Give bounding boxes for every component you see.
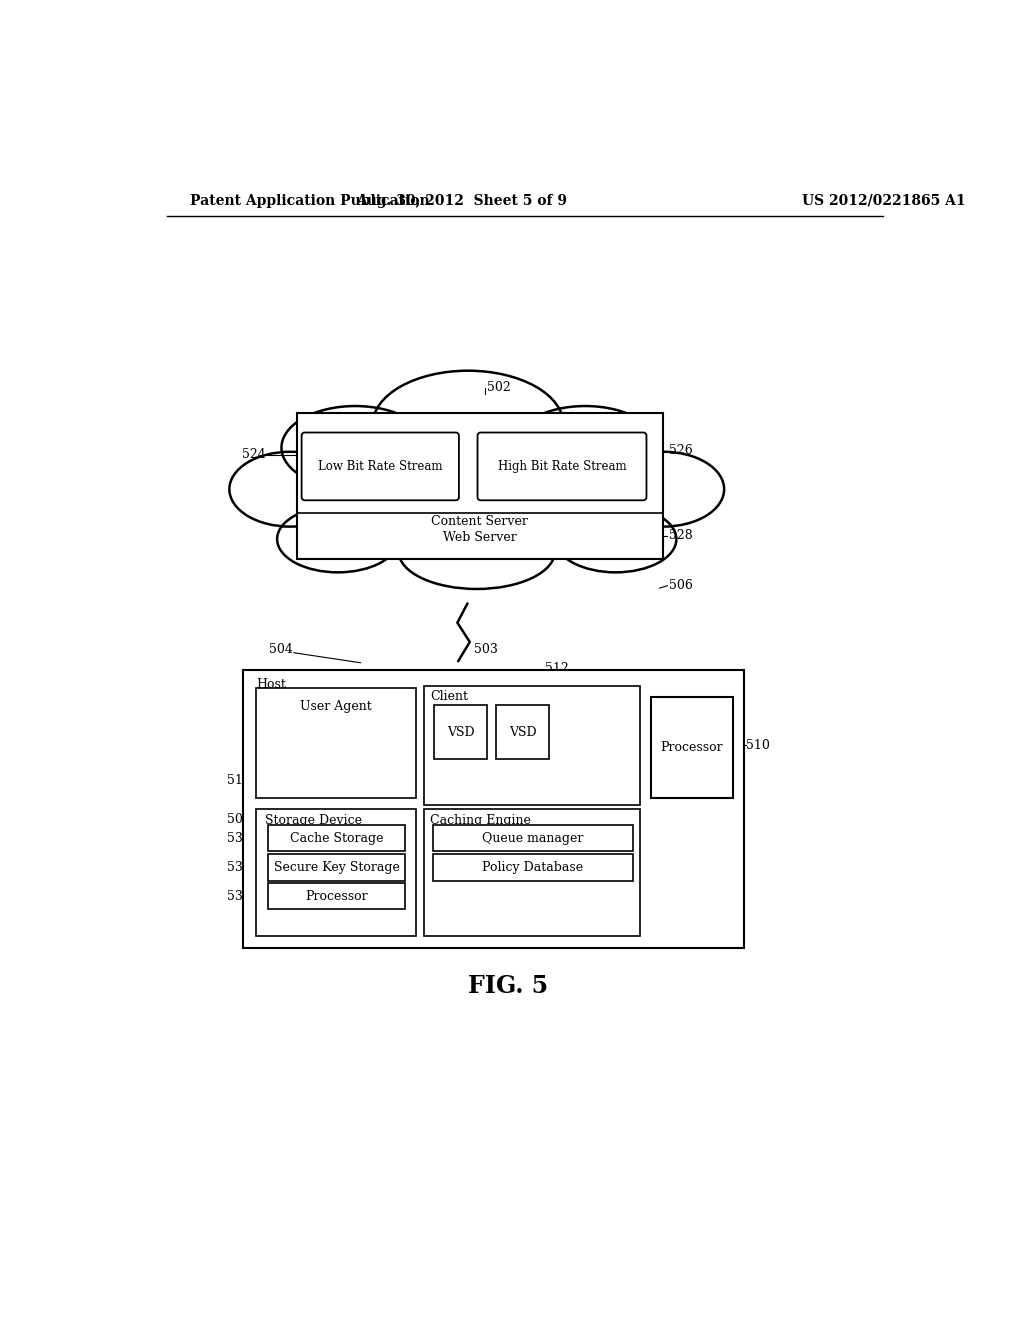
Ellipse shape <box>398 515 555 589</box>
Bar <box>651 697 732 797</box>
Bar <box>432 854 633 880</box>
Text: Queue manager: Queue manager <box>482 832 584 845</box>
FancyBboxPatch shape <box>302 433 459 500</box>
Text: 518: 518 <box>226 774 251 787</box>
Text: 526: 526 <box>669 445 692 458</box>
Text: 532: 532 <box>226 861 251 874</box>
Text: VSD: VSD <box>446 726 474 739</box>
Bar <box>267 883 406 909</box>
Text: Patent Application Publication: Patent Application Publication <box>190 194 430 207</box>
Text: User Agent: User Agent <box>300 700 372 713</box>
Text: High Bit Rate Stream: High Bit Rate Stream <box>498 459 627 473</box>
Text: 524: 524 <box>243 449 266 462</box>
Text: Low Bit Rate Stream: Low Bit Rate Stream <box>318 459 442 473</box>
Text: Content Server: Content Server <box>431 515 528 528</box>
Ellipse shape <box>602 451 724 527</box>
Text: Cache Storage: Cache Storage <box>290 832 383 845</box>
Text: 520: 520 <box>636 832 660 845</box>
Text: 510: 510 <box>746 739 770 751</box>
Bar <box>434 705 486 759</box>
Text: 530: 530 <box>226 832 251 845</box>
Text: Policy Database: Policy Database <box>482 861 583 874</box>
Ellipse shape <box>282 407 429 490</box>
FancyBboxPatch shape <box>477 433 646 500</box>
Text: 522: 522 <box>636 861 660 874</box>
Ellipse shape <box>321 440 633 548</box>
Text: 508: 508 <box>226 813 251 825</box>
Bar <box>424 686 640 805</box>
Bar <box>432 825 633 851</box>
Ellipse shape <box>229 451 351 527</box>
Bar <box>297 413 663 558</box>
Text: Secure Key Storage: Secure Key Storage <box>273 861 399 874</box>
Text: VSD: VSD <box>509 726 537 739</box>
Text: 516: 516 <box>612 813 636 825</box>
Bar <box>243 671 744 948</box>
Bar <box>256 809 417 936</box>
Ellipse shape <box>278 506 398 573</box>
Bar <box>424 809 640 936</box>
Bar <box>496 705 549 759</box>
Bar <box>267 854 406 880</box>
Ellipse shape <box>373 371 563 479</box>
Text: Storage Device: Storage Device <box>265 813 362 826</box>
Ellipse shape <box>511 407 659 490</box>
Text: 504: 504 <box>269 643 293 656</box>
Bar <box>256 688 417 797</box>
Text: Web Server: Web Server <box>443 531 517 544</box>
Text: Aug. 30, 2012  Sheet 5 of 9: Aug. 30, 2012 Sheet 5 of 9 <box>355 194 566 207</box>
Bar <box>267 825 406 851</box>
Text: US 2012/0221865 A1: US 2012/0221865 A1 <box>802 194 966 207</box>
Text: 506: 506 <box>669 579 693 593</box>
Ellipse shape <box>555 506 677 573</box>
Text: 514: 514 <box>553 686 577 700</box>
Text: 528: 528 <box>669 529 692 543</box>
Text: FIG. 5: FIG. 5 <box>468 974 548 998</box>
Text: 503: 503 <box>474 643 498 656</box>
Text: Processor: Processor <box>305 890 368 903</box>
Text: 534: 534 <box>226 890 251 903</box>
Text: Client: Client <box>430 690 468 704</box>
Text: Caching Engine: Caching Engine <box>430 813 531 826</box>
Text: 512: 512 <box>545 661 568 675</box>
Text: Host: Host <box>257 678 287 692</box>
Text: Processor: Processor <box>660 741 723 754</box>
Text: 502: 502 <box>486 381 511 395</box>
